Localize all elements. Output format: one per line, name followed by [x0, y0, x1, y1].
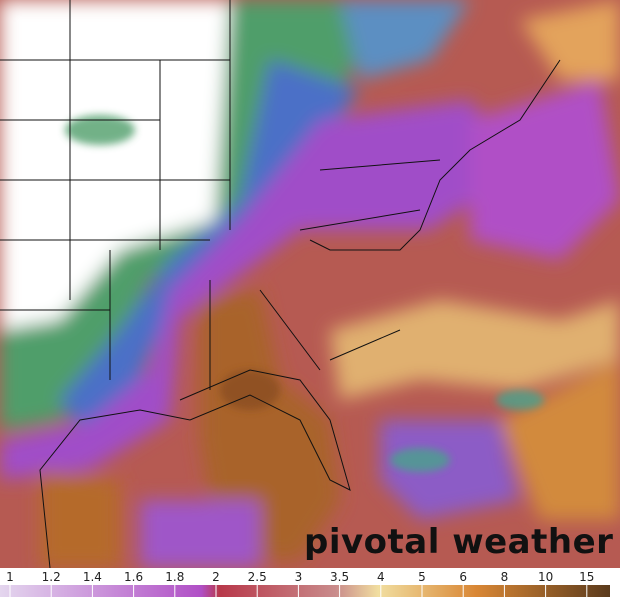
legend-label: 5	[418, 570, 426, 584]
legend-label: 15	[579, 570, 594, 584]
legend: 1 1.2 1.4 1.6 1.8 2 2.5 3 3.5 4 5 6 8 10 15	[0, 568, 620, 601]
legend-label: 3.5	[330, 570, 349, 584]
legend-label: 1.8	[165, 570, 184, 584]
legend-labels: 1 1.2 1.4 1.6 1.8 2 2.5 3 3.5 4 5 6 8 10 15	[6, 570, 594, 597]
watermark: pivotal weather	[304, 522, 613, 562]
precip-field	[0, 0, 620, 568]
legend-label: 2	[212, 570, 220, 584]
legend-label: 6	[459, 570, 467, 584]
legend-label: 8	[501, 570, 509, 584]
legend-label: 1	[6, 570, 14, 584]
color-scale	[0, 585, 610, 597]
legend-label: 2.5	[248, 570, 267, 584]
legend-label: 1.4	[83, 570, 102, 584]
legend-label: 4	[377, 570, 385, 584]
legend-label: 1.2	[42, 570, 61, 584]
boundaries	[0, 0, 561, 568]
legend-label: 1.6	[124, 570, 143, 584]
legend-label: 3	[295, 570, 303, 584]
legend-label: 10	[538, 570, 553, 584]
